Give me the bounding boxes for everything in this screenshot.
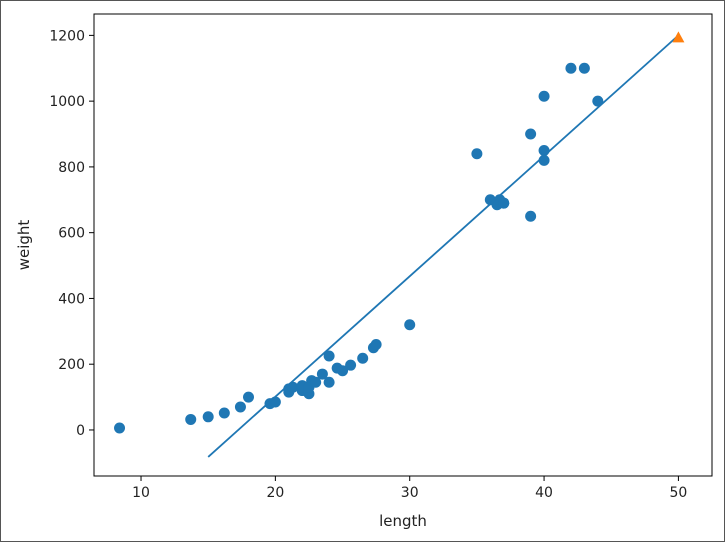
data-point — [345, 359, 357, 371]
data-point — [310, 376, 322, 388]
y-tick-label: 800 — [58, 160, 85, 176]
y-tick-label: 0 — [76, 423, 85, 439]
y-axis-label: weight — [15, 220, 33, 271]
y-tick-label: 600 — [58, 226, 85, 242]
data-point — [185, 413, 197, 425]
data-point — [234, 401, 246, 413]
data-point — [404, 319, 416, 331]
x-tick-label: 50 — [669, 485, 687, 501]
data-point — [316, 368, 328, 380]
y-axis-ticks: 0 200 400 600 800 1000 1200 — [49, 28, 94, 439]
data-point — [323, 376, 335, 388]
data-point — [243, 391, 254, 403]
data-point — [538, 90, 550, 102]
data-point — [370, 338, 382, 350]
y-tick-label: 1000 — [49, 94, 85, 110]
x-tick-label: 10 — [132, 485, 150, 501]
data-point — [357, 352, 369, 364]
data-point — [538, 144, 550, 156]
data-point — [218, 407, 230, 419]
data-point — [202, 411, 214, 423]
x-tick-label: 40 — [535, 485, 553, 501]
prediction-point — [672, 31, 685, 43]
y-tick-label: 400 — [58, 291, 85, 307]
data-point — [471, 148, 483, 160]
data-point — [337, 365, 349, 377]
axes-box — [93, 13, 713, 477]
data-point — [498, 197, 510, 209]
data-point — [269, 396, 281, 408]
data-point — [525, 128, 537, 140]
data-point — [565, 62, 577, 74]
data-point — [323, 350, 335, 362]
data-point — [525, 210, 537, 222]
plot-area-border — [93, 13, 713, 477]
data-point — [578, 62, 590, 74]
regression-line — [207, 34, 680, 458]
y-tick-label: 200 — [58, 357, 85, 373]
y-tick-label: 1200 — [49, 28, 85, 44]
x-tick-label: 30 — [401, 485, 419, 501]
data-point — [592, 95, 604, 107]
x-tick-label: 20 — [266, 485, 284, 501]
x-axis-ticks: 10 20 30 40 50 — [132, 476, 687, 501]
data-layer — [114, 31, 685, 458]
data-point — [114, 422, 126, 434]
x-axis-label: length — [379, 512, 427, 530]
